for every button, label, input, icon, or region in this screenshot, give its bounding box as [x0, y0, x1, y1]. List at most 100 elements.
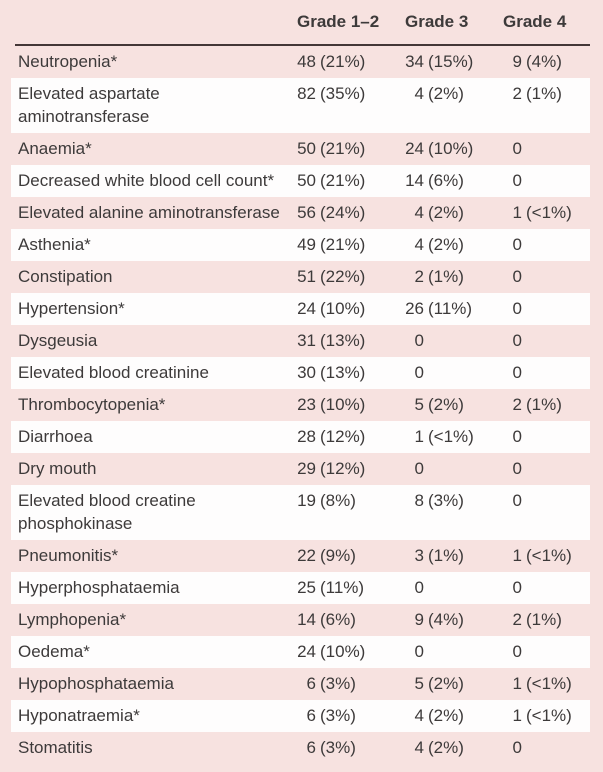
cell-grade-1-2: 56 (24%): [295, 201, 403, 224]
count-value: 28: [297, 427, 316, 446]
col-header-grade-1-2: Grade 1–2: [297, 12, 380, 31]
cell-grade-3: 0: [403, 457, 501, 480]
cell-grade-3: 4 (2%): [403, 82, 501, 128]
cell-grade-3: 2 (1%): [403, 265, 501, 288]
count-value: 50: [297, 139, 316, 158]
count-value: 0: [414, 363, 424, 382]
table-row: Elevated blood creatine phosphokinase 19(…: [11, 485, 590, 540]
row-label: Pneumonitis*: [18, 546, 119, 565]
percent-value: (10%): [320, 395, 366, 414]
table-row: Anaemia* 50 (21%) 24 (10%) 0: [11, 133, 590, 165]
cell-grade-3: 1 (<1%): [403, 425, 501, 448]
row-label: Neutropenia*: [18, 52, 118, 71]
percent-value: (4%): [526, 52, 562, 71]
count-value: 9: [414, 610, 424, 629]
percent-value: (22%): [320, 267, 366, 286]
header-rule: [15, 44, 590, 46]
cell-grade-4: 2 (1%): [501, 82, 590, 128]
count-value: 6: [306, 706, 316, 725]
table-row: Decreased white blood cell count* 50 (21%)…: [11, 165, 590, 197]
cell-grade-4: 0: [501, 489, 590, 535]
table-row: Asthenia* 49 (21%) 4 (2%) 0: [11, 229, 590, 261]
adverse-events-table: Grade 1–2 Grade 3 Grade 4 Neutropenia* 48…: [11, 0, 590, 764]
count-value: 0: [512, 139, 522, 158]
table-row: Hyponatraemia* 6 (3%) 4 (2%) 1 (<1%): [11, 700, 590, 732]
percent-value: (<1%): [428, 427, 474, 446]
cell-grade-1-2: 6 (3%): [295, 672, 403, 695]
cell-grade-4: 0: [501, 361, 590, 384]
cell-grade-3: 4 (2%): [403, 736, 501, 759]
percent-value: (2%): [428, 395, 464, 414]
count-value: 2: [414, 267, 424, 286]
count-value: 0: [512, 171, 522, 190]
count-value: 48: [297, 52, 316, 71]
percent-value: (2%): [428, 235, 464, 254]
cell-grade-3: 9 (4%): [403, 608, 501, 631]
count-value: 1: [512, 674, 522, 693]
count-value: 4: [414, 84, 424, 103]
cell-grade-1-2: 49 (21%): [295, 233, 403, 256]
count-value: 0: [512, 738, 522, 757]
percent-value: (13%): [320, 331, 366, 350]
count-value: 5: [414, 395, 424, 414]
cell-grade-3: 5 (2%): [403, 393, 501, 416]
cell-grade-3: 0: [403, 576, 501, 599]
col-header-grade-4: Grade 4: [503, 12, 567, 31]
percent-value: (12%): [320, 459, 366, 478]
count-value: 3: [414, 546, 424, 565]
cell-grade-1-2: 25 (11%): [295, 576, 403, 599]
row-label: Hypertension*: [18, 299, 125, 318]
cell-grade-1-2: 6 (3%): [295, 704, 403, 727]
count-value: 0: [512, 267, 522, 286]
count-value: 23: [297, 395, 316, 414]
count-value: 9: [512, 52, 522, 71]
percent-value: (35%): [320, 84, 366, 103]
row-label: Thrombocytopenia*: [18, 395, 166, 414]
cell-grade-4: 0: [501, 457, 590, 480]
count-value: 0: [512, 459, 522, 478]
percent-value: (1%): [526, 610, 562, 629]
percent-value: (<1%): [526, 546, 572, 565]
count-value: 0: [512, 299, 522, 318]
percent-value: (1%): [526, 395, 562, 414]
cell-grade-4: 1 (<1%): [501, 672, 590, 695]
cell-grade-3: 4 (2%): [403, 201, 501, 224]
percent-value: (8%): [320, 491, 356, 510]
cell-grade-4: 2 (1%): [501, 393, 590, 416]
cell-grade-1-2: 22 (9%): [295, 544, 403, 567]
cell-grade-1-2: 51 (22%): [295, 265, 403, 288]
percent-value: (10%): [428, 139, 474, 158]
count-value: 0: [414, 459, 424, 478]
count-value: 0: [512, 331, 522, 350]
table-row: Elevated alanine aminotransferase 56 (24%)…: [11, 197, 590, 229]
row-label: Oedema*: [18, 642, 90, 661]
cell-grade-4: 0: [501, 169, 590, 192]
table-row: Hypophosphataemia 6 (3%) 5 (2%) 1 (<1%): [11, 668, 590, 700]
row-label: Elevated blood creatine phosphokinase: [18, 491, 196, 533]
cell-grade-3: 3 (1%): [403, 544, 501, 567]
table-row: Pneumonitis* 22 (9%) 3 (1%) 1 (<1%): [11, 540, 590, 572]
count-value: 24: [297, 642, 316, 661]
cell-grade-3: 0: [403, 640, 501, 663]
percent-value: (3%): [320, 706, 356, 725]
row-label: Dry mouth: [18, 459, 97, 478]
row-label: Hyperphosphataemia: [18, 578, 180, 597]
count-value: 24: [405, 139, 424, 158]
cell-grade-1-2: 82 (35%): [295, 82, 403, 128]
cell-grade-1-2: 19 (8%): [295, 489, 403, 535]
cell-grade-4: 0: [501, 736, 590, 759]
count-value: 4: [414, 738, 424, 757]
count-value: 0: [512, 491, 522, 510]
row-label: Hypophosphataemia: [18, 674, 174, 693]
count-value: 26: [405, 299, 424, 318]
count-value: 4: [414, 235, 424, 254]
percent-value: (3%): [320, 738, 356, 757]
cell-grade-1-2: 24 (10%): [295, 640, 403, 663]
percent-value: (10%): [320, 642, 366, 661]
count-value: 34: [405, 52, 424, 71]
cell-grade-1-2: 50 (21%): [295, 137, 403, 160]
table-header-row: Grade 1–2 Grade 3 Grade 4: [11, 0, 590, 44]
cell-grade-4: 0: [501, 137, 590, 160]
cell-grade-4: 1 (<1%): [501, 544, 590, 567]
percent-value: (<1%): [526, 674, 572, 693]
